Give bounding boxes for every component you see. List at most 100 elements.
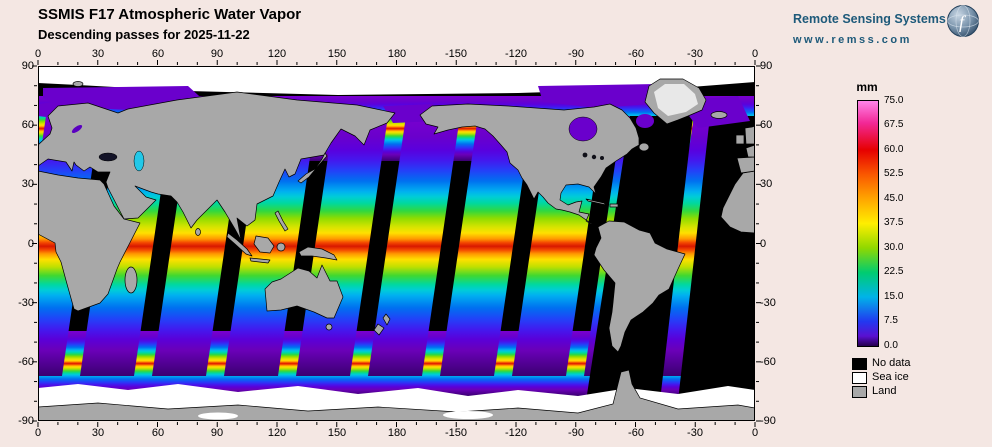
colorbar-tick-label: 30.0	[884, 242, 904, 253]
land-iceland	[710, 111, 728, 119]
branding-url: www.remss.com	[793, 34, 912, 46]
lon-tick-label: -30	[687, 48, 703, 60]
great-lakes	[582, 152, 588, 158]
land-philippines	[274, 210, 289, 232]
colorbar-gradient	[857, 100, 879, 347]
lon-tick-label: 0	[34, 427, 42, 439]
colorbar-tick-label: 7.5	[884, 315, 898, 326]
hudson-bay	[568, 116, 598, 142]
great-lakes	[591, 154, 597, 160]
lon-tick-label: 30	[91, 427, 105, 439]
land-svalbard	[72, 81, 84, 87]
no-data-swatch	[852, 358, 867, 370]
baltic-sea	[71, 124, 83, 134]
land-sumatra	[226, 232, 253, 257]
colorbar-tick-label: 60.0	[884, 144, 904, 155]
land-tasmania	[325, 323, 333, 331]
colorbar-unit-label: mm	[856, 80, 878, 94]
lat-tick-label: 30	[760, 178, 773, 190]
lon-tick-label: 120	[267, 427, 287, 439]
lat-tick-label: 60	[21, 119, 34, 131]
lon-tick-label: 150	[327, 427, 347, 439]
colorbar-tick-label: 52.5	[884, 168, 904, 179]
land-new-guinea	[298, 246, 338, 261]
lat-tick-label: -30	[760, 297, 776, 309]
land-africa	[38, 170, 141, 312]
lon-tick-label: 180	[387, 48, 407, 60]
page-subtitle: Descending passes for 2025-11-22	[38, 27, 250, 42]
land-south-america	[593, 220, 686, 353]
lon-tick-label: -90	[568, 427, 584, 439]
lat-tick-label: -90	[760, 415, 776, 427]
land-sri-lanka	[195, 228, 201, 236]
lat-tick-label: 30	[21, 178, 34, 190]
lon-tick-label: 0	[34, 48, 42, 60]
lat-tick-label: -30	[18, 297, 34, 309]
lat-tick-label: -60	[760, 356, 776, 368]
colorbar-tick-label: 75.0	[884, 95, 904, 106]
svg-text:f: f	[959, 12, 967, 32]
world-map	[32, 60, 761, 427]
lon-tick-label: 150	[327, 48, 347, 60]
lat-tick-label: 90	[760, 60, 773, 72]
antarctica-layer	[38, 369, 755, 421]
lat-tick-label: -90	[18, 415, 34, 427]
lon-tick-label: -60	[628, 427, 644, 439]
lat-tick-label: -60	[18, 356, 34, 368]
land-sulawesi	[276, 242, 286, 252]
lat-tick-label: 0	[27, 238, 34, 250]
land-west-africa	[720, 170, 755, 234]
lon-tick-label: 30	[91, 48, 105, 60]
lon-tick-label: 0	[751, 48, 759, 60]
lon-tick-label: -150	[444, 427, 468, 439]
lat-tick-label: 60	[760, 119, 773, 131]
legend-item-sea-ice: Sea ice	[852, 371, 972, 385]
land-britain	[744, 125, 755, 145]
land-cuba	[585, 198, 607, 206]
lon-tick-label: -60	[628, 48, 644, 60]
colorbar-tick-label: 0.0	[884, 340, 898, 351]
black-sea	[98, 152, 118, 162]
caspian-sea	[133, 150, 145, 172]
land-japan	[297, 152, 328, 184]
land-nz-north	[382, 313, 391, 326]
land-newfoundland	[638, 142, 650, 152]
land-borneo	[253, 235, 275, 254]
greenland-icecap	[654, 84, 698, 116]
land-france	[745, 144, 755, 158]
lon-tick-label: 120	[267, 48, 287, 60]
map-frame	[38, 66, 755, 421]
axis-ticks	[32, 60, 761, 427]
colorbar-tick-label: 45.0	[884, 193, 904, 204]
lon-tick-label: 0	[751, 427, 759, 439]
lon-tick-label: 90	[210, 427, 224, 439]
land-swatch	[852, 386, 867, 398]
colorbar-tick-label: 15.0	[884, 291, 904, 302]
lat-tick-label: 0	[760, 238, 767, 250]
legend-label: Land	[872, 385, 897, 397]
land-ireland	[735, 134, 745, 145]
lon-tick-label: 90	[210, 48, 224, 60]
lon-tick-label: -120	[504, 427, 528, 439]
legend-item-land: Land	[852, 385, 972, 399]
land-australia	[264, 264, 344, 319]
land-java	[249, 257, 271, 264]
page-title: SSMIS F17 Atmospheric Water Vapor	[38, 6, 302, 23]
lat-tick-label: 90	[21, 60, 34, 72]
lon-tick-label: -30	[687, 427, 703, 439]
lon-tick-label: 180	[387, 427, 407, 439]
colorbar-tick-label: 37.5	[884, 217, 904, 228]
lon-tick-label: -150	[444, 48, 468, 60]
lon-tick-label: -120	[504, 48, 528, 60]
land-hispaniola	[609, 203, 619, 208]
land-madagascar	[124, 266, 138, 294]
lon-tick-label: 60	[151, 427, 165, 439]
land-eurasia	[38, 91, 396, 241]
sea-ice-swatch	[852, 372, 867, 384]
branding-name: Remote Sensing Systems	[793, 12, 946, 26]
colorbar-tick-label: 67.5	[884, 119, 904, 130]
legend-item-no-data: No data	[852, 357, 972, 371]
globe-logo-icon: f	[947, 5, 979, 37]
legend-label: No data	[872, 357, 911, 369]
